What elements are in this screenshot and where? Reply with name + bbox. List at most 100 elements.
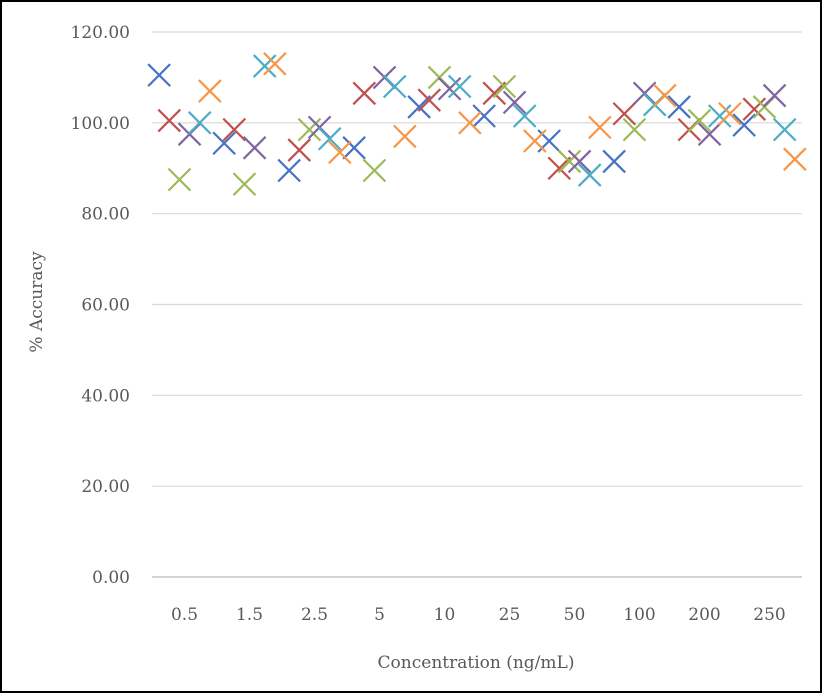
data-point (667, 95, 691, 119)
data-point (393, 124, 417, 149)
marker-stroke (602, 149, 626, 174)
marker-stroke (407, 95, 431, 119)
data-point (707, 104, 732, 128)
y-tick-label: 60.00 (81, 296, 130, 316)
marker-stroke (588, 115, 612, 140)
marker-stroke (557, 149, 582, 174)
data-point (622, 117, 647, 142)
marker-stroke (567, 149, 592, 174)
marker-stroke (263, 52, 287, 76)
marker-stroke (732, 113, 756, 137)
marker-stroke (252, 54, 277, 78)
data-point (458, 111, 482, 135)
y-tick-label: 120.00 (71, 23, 130, 43)
marker-stroke (382, 74, 407, 99)
marker-stroke (622, 117, 647, 142)
data-point (187, 111, 212, 135)
data-point (653, 83, 677, 108)
marker-stroke (277, 158, 301, 183)
marker-stroke (697, 122, 722, 146)
marker-stroke (667, 95, 691, 119)
x-tick-label: 2.5 (301, 605, 328, 625)
y-tick-label: 20.00 (81, 477, 130, 497)
marker-stroke (687, 108, 712, 133)
data-point (577, 163, 602, 187)
data-point (718, 101, 742, 126)
marker-stroke (297, 117, 322, 142)
marker-stroke (472, 104, 496, 128)
data-point (567, 149, 592, 174)
data-point (687, 108, 712, 133)
marker-stroke (783, 147, 807, 171)
marker-stroke (653, 83, 677, 108)
data-point (772, 117, 797, 142)
data-point (342, 136, 366, 160)
data-point (762, 83, 787, 108)
x-tick-labels: 0.5 1.5 2.5 5 10 25 50 100 200 250 (171, 605, 786, 625)
data-point (232, 172, 257, 196)
data-point (167, 167, 192, 192)
data-point (382, 74, 407, 99)
marker-stroke (482, 81, 507, 106)
y-tick-label: 100.00 (71, 114, 130, 134)
marker-stroke (157, 108, 182, 133)
marker-stroke (547, 156, 572, 181)
data-point (287, 138, 312, 162)
data-point (602, 149, 626, 174)
data-point (742, 97, 767, 121)
marker-stroke (707, 104, 732, 128)
data-point (447, 74, 472, 99)
x-tick-label: 100 (623, 605, 655, 625)
data-point (362, 158, 387, 183)
data-point (502, 90, 527, 115)
data-point (612, 101, 637, 126)
marker-stroke (772, 117, 797, 142)
marker-stroke (342, 136, 366, 160)
marker-stroke (762, 83, 787, 108)
data-point (222, 117, 247, 142)
data-point (512, 104, 537, 128)
data-point (697, 122, 722, 146)
marker-stroke (447, 74, 472, 99)
marker-stroke (187, 111, 212, 135)
marker-stroke (222, 117, 247, 142)
data-point (732, 113, 756, 137)
data-point (317, 126, 342, 151)
marker-stroke (317, 126, 342, 151)
marker-stroke (147, 63, 171, 87)
data-points (147, 52, 807, 196)
data-point (588, 115, 612, 140)
data-point (407, 95, 431, 119)
data-point (557, 149, 582, 174)
y-tick-labels: 0.00 20.00 40.00 60.00 80.00 100.00 120.00 (71, 23, 130, 588)
data-point (783, 147, 807, 171)
x-tick-label: 250 (753, 605, 785, 625)
marker-stroke (212, 131, 236, 156)
y-tick-label: 0.00 (92, 568, 130, 588)
data-point (147, 63, 171, 87)
x-tick-label: 10 (434, 605, 456, 625)
marker-stroke (742, 97, 767, 121)
data-point (482, 81, 507, 106)
data-point (277, 158, 301, 183)
data-point (198, 79, 222, 103)
x-tick-label: 0.5 (171, 605, 198, 625)
marker-stroke (393, 124, 417, 149)
marker-stroke (198, 79, 222, 103)
marker-stroke (232, 172, 257, 196)
data-point (328, 140, 352, 165)
marker-stroke (352, 81, 377, 106)
x-tick-label: 200 (688, 605, 720, 625)
marker-stroke (512, 104, 537, 128)
marker-stroke (242, 136, 267, 160)
marker-stroke (287, 138, 312, 162)
x-tick-label: 50 (564, 605, 586, 625)
marker-stroke (502, 90, 527, 115)
data-point (437, 76, 462, 101)
marker-stroke (577, 163, 602, 187)
marker-stroke (437, 76, 462, 101)
gridlines (152, 31, 802, 578)
data-point (157, 108, 182, 133)
